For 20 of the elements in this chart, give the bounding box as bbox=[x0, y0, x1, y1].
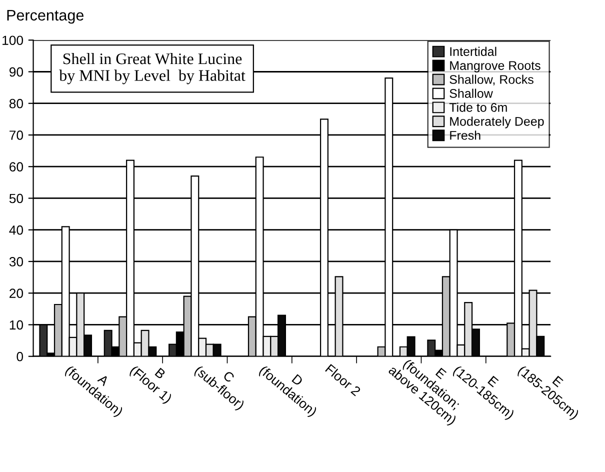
y-tick-label: 40 bbox=[9, 225, 24, 235]
legend-label: Moderately Deep bbox=[450, 116, 544, 128]
y-tick-label: 0 bbox=[16, 352, 24, 362]
legend-label: Shallow bbox=[450, 88, 493, 98]
legend-label: Shallow, Rocks bbox=[450, 74, 534, 86]
text: Shell in Great White Lucine by MNI by Level by Habitat bbox=[59, 52, 246, 84]
y-tick-label: 10 bbox=[10, 320, 24, 330]
legend-label: Mangrove Roots bbox=[450, 61, 540, 72]
legend-label: Intertidal bbox=[450, 46, 496, 56]
y-tick-label: 20 bbox=[10, 288, 24, 298]
y-tick-label: 60 bbox=[10, 162, 24, 172]
legend-label: Tide to 6m bbox=[449, 102, 507, 112]
y-axis-title: Percentage bbox=[7, 10, 84, 24]
y-tick-label: 90 bbox=[9, 67, 24, 77]
legend-label: Fresh bbox=[450, 130, 480, 140]
y-tick-label: 70 bbox=[10, 130, 24, 140]
y-tick-label: 30 bbox=[9, 257, 24, 266]
y-tick-label: 50 bbox=[9, 194, 24, 204]
y-tick-label: 100 bbox=[2, 36, 24, 46]
y-tick-label: 80 bbox=[9, 98, 24, 108]
